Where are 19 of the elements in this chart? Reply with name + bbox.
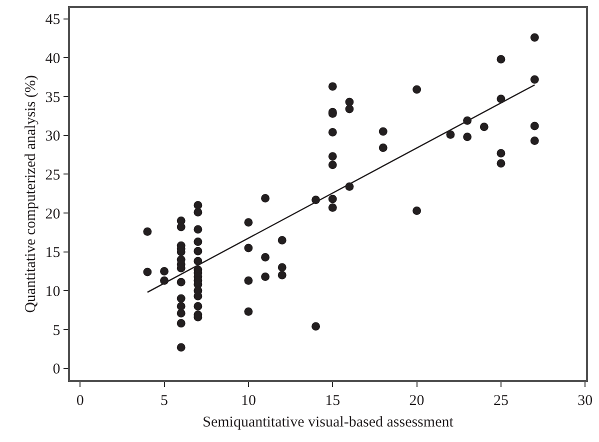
y-tick-label: 10	[45, 284, 60, 300]
y-tick-label: 25	[45, 167, 60, 184]
x-tick-label: 5	[160, 392, 168, 409]
x-tick-label: 25	[493, 392, 508, 409]
y-tick-label: 45	[45, 12, 60, 28]
y-tick-label: 5	[52, 322, 60, 339]
x-axis-title: Semiquantitative visual-based assessment	[202, 414, 454, 430]
x-tick-label: 20	[409, 392, 424, 409]
y-tick-label: 15	[45, 245, 60, 262]
y-axis-title: Quantitative computerized analysis (%)	[23, 75, 39, 313]
x-tick-label: 15	[325, 392, 340, 409]
x-tick-label: 0	[76, 392, 84, 409]
y-tick-label: 30	[45, 128, 60, 145]
y-tick-label: 40	[45, 50, 60, 67]
x-tick-label: 30	[578, 392, 593, 409]
x-tick-label: 10	[240, 392, 256, 409]
y-tick-label: 20	[45, 206, 60, 222]
y-tick-label: 0	[52, 362, 60, 378]
y-tick-label: 35	[45, 90, 60, 106]
